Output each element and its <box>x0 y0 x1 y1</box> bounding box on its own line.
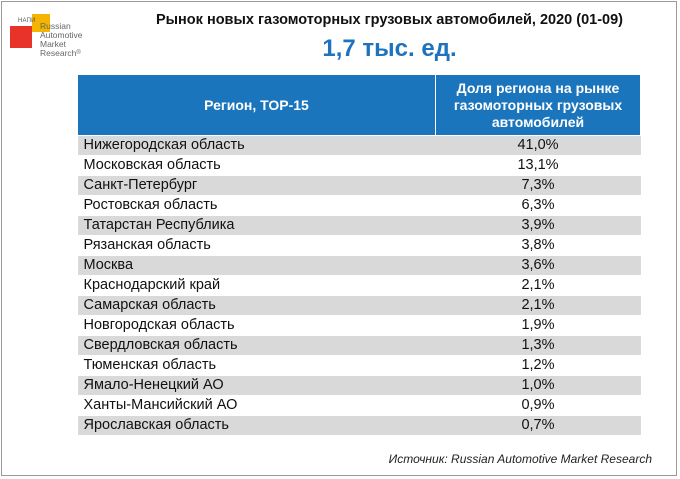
table-row: Тюменская область 1,2% <box>77 355 641 376</box>
logo-registered-mark: ® <box>76 50 81 56</box>
table-row: Самарская область 2,1% <box>77 295 641 316</box>
share-cell: 13,1% <box>435 155 641 176</box>
page-subtitle: 1,7 тыс. ед. <box>322 35 457 62</box>
logo-line-2: Automotive <box>40 30 83 40</box>
table-row: Рязанская область 3,8% <box>77 235 641 256</box>
table-row: Москва 3,6% <box>77 255 641 276</box>
region-cell: Нижегородская область <box>77 135 436 156</box>
header-region: Регион, ТОР-15 <box>77 74 436 136</box>
table-row: Ханты-Мансийский АО 0,9% <box>77 395 641 416</box>
company-logo: НАПИ Russian Automotive Market Research® <box>6 10 96 70</box>
region-cell: Ханты-Мансийский АО <box>77 395 436 416</box>
share-cell: 2,1% <box>435 275 641 296</box>
region-cell: Тюменская область <box>77 355 436 376</box>
region-cell: Свердловская область <box>77 335 436 356</box>
region-cell: Новгородская область <box>77 315 436 336</box>
logo-line-1: Russian <box>40 21 71 31</box>
share-cell: 3,6% <box>435 255 641 276</box>
share-cell: 3,9% <box>435 215 641 236</box>
table-row: Новгородская область 1,9% <box>77 315 641 336</box>
share-cell: 1,3% <box>435 335 641 356</box>
region-cell: Ямало-Ненецкий АО <box>77 375 436 396</box>
share-cell: 6,3% <box>435 195 641 216</box>
logo-line-4: Research® <box>40 49 96 58</box>
table-row: Ростовская область 6,3% <box>77 195 641 216</box>
region-cell: Ярославская область <box>77 415 436 435</box>
table-row: Ямало-Ненецкий АО 1,0% <box>77 375 641 396</box>
table-row: Татарстан Республика 3,9% <box>77 215 641 236</box>
regions-table: Регион, ТОР-15 Доля региона на рынке газ… <box>77 74 641 435</box>
region-cell: Москва <box>77 255 436 276</box>
region-cell: Татарстан Республика <box>77 215 436 236</box>
page-title: Рынок новых газомоторных грузовых автомо… <box>155 12 624 28</box>
table-row: Краснодарский край 2,1% <box>77 275 641 296</box>
share-cell: 2,1% <box>435 295 641 316</box>
share-cell: 3,8% <box>435 235 641 256</box>
table-row: Санкт-Петербург 7,3% <box>77 175 641 196</box>
logo-line-4-text: Research <box>40 48 77 58</box>
table-row: Ярославская область 0,7% <box>77 415 641 435</box>
table-row: Свердловская область 1,3% <box>77 335 641 356</box>
header-share: Доля региона на рынке газомоторных грузо… <box>435 74 641 136</box>
region-cell: Рязанская область <box>77 235 436 256</box>
share-cell: 7,3% <box>435 175 641 196</box>
logo-name: Russian Automotive Market Research® <box>40 22 96 58</box>
region-cell: Краснодарский край <box>77 275 436 296</box>
table-header-row: Регион, ТОР-15 Доля региона на рынке газ… <box>77 74 641 136</box>
source-note: Источник: Russian Automotive Market Rese… <box>388 452 652 466</box>
logo-yellow-square <box>32 14 50 32</box>
share-cell: 1,0% <box>435 375 641 396</box>
logo-line-3: Market <box>40 39 66 49</box>
logo-red-square <box>10 26 32 48</box>
share-cell: 0,9% <box>435 395 641 416</box>
region-cell: Московская область <box>77 155 436 176</box>
logo-small-text: НАПИ <box>18 18 36 24</box>
region-cell: Ростовская область <box>77 195 436 216</box>
region-cell: Санкт-Петербург <box>77 175 436 196</box>
region-cell: Самарская область <box>77 295 436 316</box>
table-body: Нижегородская область 41,0% Московская обл… <box>77 135 641 435</box>
share-cell: 0,7% <box>435 415 641 435</box>
share-cell: 1,9% <box>435 315 641 336</box>
share-cell: 41,0% <box>435 135 641 156</box>
share-cell: 1,2% <box>435 355 641 376</box>
table-row: Московская область 13,1% <box>77 155 641 176</box>
table-row: Нижегородская область 41,0% <box>77 135 641 156</box>
